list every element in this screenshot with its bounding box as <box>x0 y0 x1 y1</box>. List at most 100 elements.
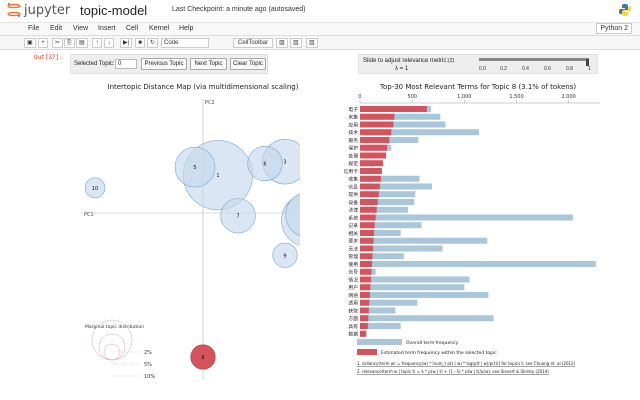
notebook-title[interactable]: topic-model <box>80 3 148 18</box>
topic-bar[interactable] <box>360 191 379 198</box>
term-label[interactable]: 规定 <box>348 160 358 167</box>
topic-bar[interactable] <box>360 307 369 314</box>
term-label[interactable]: 信用卡 <box>344 168 359 175</box>
overall-bar[interactable] <box>360 199 415 205</box>
paste-icon[interactable]: ▤ <box>76 38 88 48</box>
saliency-note[interactable]: 1. saliency(term w) = frequency(w) * [su… <box>357 361 576 366</box>
topic-bubble-6[interactable] <box>247 145 283 182</box>
copy-icon[interactable]: ⎘ <box>64 38 75 48</box>
celltoolbar-button[interactable]: CellToolbar <box>233 38 273 48</box>
term-label[interactable]: 情况 <box>348 276 358 283</box>
topic-bubble-8[interactable] <box>190 344 216 370</box>
previous-topic-button[interactable]: Previous Topic <box>141 58 187 70</box>
menu-cell[interactable]: Cell <box>126 25 139 32</box>
topic-bar[interactable] <box>360 315 369 322</box>
brand-name[interactable]: jupyter <box>24 3 71 18</box>
term-label[interactable]: 信号 <box>348 269 358 276</box>
topic-bar[interactable] <box>360 144 388 151</box>
overall-bar[interactable] <box>360 307 396 314</box>
overall-bar[interactable] <box>360 230 401 236</box>
term-label[interactable]: 具有 <box>348 323 358 330</box>
topic-bubble-9[interactable] <box>272 242 298 268</box>
overall-bar[interactable] <box>360 245 443 252</box>
topic-bar[interactable] <box>360 245 374 252</box>
cell-type-select[interactable]: Code <box>161 38 209 48</box>
term-label[interactable]: 用户 <box>348 284 358 291</box>
overall-bar[interactable] <box>360 315 494 322</box>
term-label[interactable]: 获取 <box>348 307 358 314</box>
menu-view[interactable]: View <box>73 25 89 32</box>
term-label[interactable]: 技术 <box>348 129 358 136</box>
topic-bar[interactable] <box>360 299 370 306</box>
term-label[interactable]: 服务 <box>348 137 358 144</box>
term-label[interactable]: 网络 <box>348 292 358 299</box>
overall-bar[interactable] <box>360 137 419 143</box>
term-label[interactable]: 无法 <box>348 245 358 252</box>
slider-thumb[interactable] <box>586 59 589 66</box>
save-icon[interactable]: ▣ <box>24 38 36 48</box>
overall-bar[interactable] <box>360 214 573 221</box>
overall-bar[interactable] <box>360 253 404 260</box>
term-label[interactable]: 提供 <box>348 191 358 198</box>
topic-bar[interactable] <box>360 292 370 298</box>
term-label[interactable]: 采集 <box>348 114 358 121</box>
topic-bubble-4[interactable] <box>285 192 300 237</box>
move-down-icon[interactable]: ↓ <box>104 38 114 48</box>
topic-bar[interactable] <box>360 276 371 283</box>
chart-icon[interactable]: ▥ <box>290 38 302 48</box>
menu-help[interactable]: Help <box>179 25 194 32</box>
stop-icon[interactable]: ■ <box>135 38 145 48</box>
term-label[interactable]: 电子 <box>348 106 358 113</box>
topic-bar[interactable] <box>360 183 380 190</box>
term-label[interactable]: 信息 <box>348 183 358 190</box>
menu-edit[interactable]: Edit <box>50 25 63 32</box>
term-label[interactable]: 适用 <box>348 300 358 307</box>
menu-file[interactable]: File <box>28 25 40 32</box>
term-label[interactable]: 处理 <box>348 152 358 159</box>
overall-bar[interactable] <box>360 183 432 190</box>
topic-bar[interactable] <box>360 214 376 221</box>
term-label[interactable]: 方面 <box>348 315 358 322</box>
chart-icon[interactable]: ▥ <box>276 38 288 48</box>
topic-bar[interactable] <box>360 222 375 229</box>
topic-bubble-10[interactable] <box>84 177 106 199</box>
term-label[interactable]: 使用 <box>348 261 358 268</box>
next-topic-button[interactable]: Next Topic <box>190 58 227 70</box>
topic-bar[interactable] <box>360 268 372 275</box>
menu-kernel[interactable]: Kernel <box>149 25 170 32</box>
overall-bar[interactable] <box>360 261 596 267</box>
overall-bar[interactable] <box>360 237 488 244</box>
term-label[interactable]: 数据 <box>348 331 358 338</box>
restart-icon[interactable]: ↻ <box>147 38 159 48</box>
move-up-icon[interactable]: ↑ <box>92 38 102 48</box>
topic-bar[interactable] <box>360 261 372 267</box>
overall-bar[interactable] <box>360 129 479 136</box>
term-label[interactable]: 系统 <box>348 214 358 221</box>
topic-bar[interactable] <box>360 253 373 260</box>
topic-bar[interactable] <box>360 206 377 213</box>
topic-bar[interactable] <box>360 330 367 337</box>
term-label[interactable]: 保护 <box>348 145 358 152</box>
topic-bar[interactable] <box>360 121 394 128</box>
topic-bubble-5[interactable] <box>174 146 216 188</box>
clear-topic-button[interactable]: Clear Topic <box>230 58 266 70</box>
term-label[interactable]: 法律 <box>348 207 358 214</box>
term-label[interactable]: 设备 <box>348 199 358 206</box>
selected-topic-input[interactable]: 0 <box>115 59 137 69</box>
topic-bar[interactable] <box>360 237 374 244</box>
term-label[interactable]: 应用 <box>348 121 358 128</box>
topic-bar[interactable] <box>360 106 427 112</box>
chart-icon[interactable]: ▥ <box>306 38 318 48</box>
topic-bar[interactable] <box>360 113 395 120</box>
term-label[interactable]: 收集 <box>348 176 358 183</box>
overall-bar[interactable] <box>360 276 470 283</box>
overall-bar[interactable] <box>360 113 441 120</box>
term-label[interactable]: 要求 <box>348 238 358 245</box>
overall-bar[interactable] <box>360 323 401 329</box>
topic-bar[interactable] <box>360 230 375 236</box>
topic-bar[interactable] <box>360 137 390 143</box>
topic-bar[interactable] <box>360 168 382 174</box>
cut-icon[interactable]: ✂ <box>52 38 64 48</box>
overall-bar[interactable] <box>360 191 416 198</box>
overall-bar[interactable] <box>360 222 422 229</box>
